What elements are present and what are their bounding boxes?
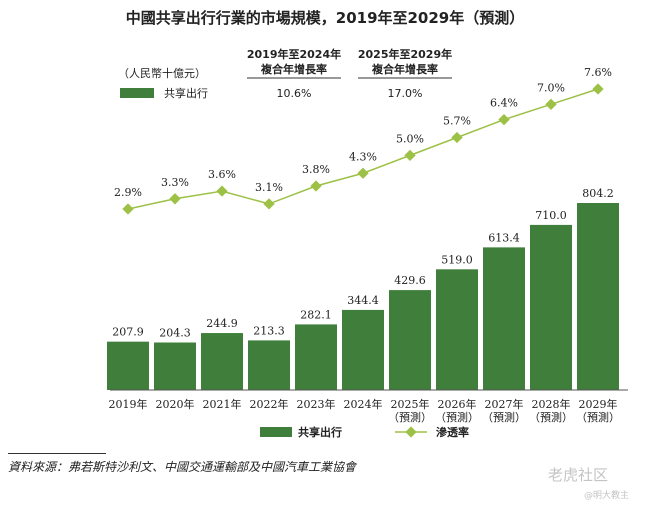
bar-8 (483, 247, 525, 390)
x-tick-3-0: 2022年 (250, 397, 289, 411)
line-point-3 (263, 198, 275, 210)
top-legend-swatch (120, 88, 154, 98)
source-note: 資料來源：弗若斯特沙利文、中國交通運輸部及中國汽車工業協會 (8, 460, 357, 474)
bar-label-2: 244.9 (206, 317, 238, 330)
penetration-line (127, 88, 599, 210)
line-label-2: 3.6% (208, 168, 236, 181)
growth-header-1-line-2: 複合年增長率 (260, 62, 327, 76)
line-point-9 (545, 98, 557, 110)
bar-label-3: 213.3 (253, 324, 285, 337)
bar-label-8: 613.4 (488, 231, 520, 244)
x-tick-9-0: 2028年 (532, 397, 571, 411)
bar-5 (342, 309, 384, 390)
line-label-8: 6.4% (490, 97, 518, 110)
line-label-9: 7.0% (537, 81, 565, 94)
x-axis-tick-labels: 2019年 2020年 2021年 2022年 2023年 2024年 2025年（預測）2… (109, 397, 621, 424)
bottom-legend: 共享出行 滲透率 (260, 425, 469, 439)
x-tick-7-1: （預測） (435, 410, 479, 424)
x-tick-6-1: （預測） (388, 410, 432, 424)
line-label-0: 2.9% (114, 186, 142, 199)
x-tick-8-1: （預測） (482, 410, 526, 424)
bar-0 (107, 341, 149, 390)
line-label-1: 3.3% (161, 176, 189, 189)
bar-7 (436, 269, 478, 390)
legend-swatch-bar (260, 427, 292, 437)
x-tick-5-0: 2024年 (344, 397, 383, 411)
bar-label-6: 429.6 (394, 274, 426, 287)
top-legend-label: 共享出行 (164, 86, 208, 100)
line-label-7: 5.7% (443, 115, 471, 128)
bar-value-labels: 207.9 204.3 244.9 213.3 282.1 344.4 429.6 519.0… (112, 187, 614, 339)
watermark-author: @明大教主 (584, 491, 630, 501)
bar-10 (577, 203, 619, 390)
bar-6 (389, 290, 431, 390)
legend-diamond-marker (405, 426, 417, 438)
bar-2 (201, 333, 243, 390)
growth-value-1: 10.6% (277, 87, 312, 100)
unit-label: （人民幣十億元） (118, 66, 206, 80)
line-value-labels: 2.9% 3.3% 3.6% 3.1% 3.8% 4.3% 5.0% 5.7% 6.4% 7.0%… (114, 66, 612, 199)
line-label-5: 4.3% (349, 150, 377, 163)
line-point-0 (122, 203, 134, 215)
bar-label-0: 207.9 (112, 326, 144, 339)
line-point-6 (404, 149, 416, 162)
growth-header-2-line-2: 複合年增長率 (371, 62, 438, 76)
x-tick-10-1: （預測） (576, 410, 620, 424)
line-point-4 (310, 180, 322, 192)
bar-label-4: 282.1 (300, 308, 332, 321)
x-tick-9-1: （預測） (529, 410, 573, 424)
bar-4 (295, 324, 337, 390)
x-tick-7-0: 2026年 (438, 397, 477, 411)
line-point-8 (498, 113, 510, 126)
growth-header-2-line-1: 2025年至2029年 (358, 47, 452, 61)
source-rule (8, 453, 106, 454)
bar-label-1: 204.3 (159, 326, 191, 339)
line-point-1 (169, 193, 181, 205)
line-point-2 (216, 185, 228, 197)
bar-label-9: 710.0 (535, 209, 567, 222)
bar-3 (248, 340, 290, 390)
legend-label-bar: 共享出行 (298, 425, 342, 439)
x-tick-1-0: 2020年 (156, 397, 195, 411)
line-point-5 (357, 167, 369, 179)
x-tick-8-0: 2027年 (485, 397, 524, 411)
bar-label-5: 344.4 (347, 294, 379, 307)
line-label-10: 7.6% (584, 66, 612, 79)
line-label-3: 3.1% (255, 181, 283, 194)
bar-1 (154, 342, 196, 390)
bar-label-10: 804.2 (582, 187, 614, 200)
line-point-7 (451, 131, 463, 144)
line-label-6: 5.0% (396, 132, 424, 145)
x-tick-0-0: 2019年 (109, 397, 148, 411)
x-tick-6-0: 2025年 (391, 397, 430, 411)
growth-table: 2019年至2024年 複合年增長率 10.6% 2025年至2029年 複合年… (247, 47, 452, 100)
line-series (122, 83, 604, 215)
growth-header-1-line-1: 2019年至2024年 (247, 47, 341, 61)
line-point-10 (592, 83, 604, 95)
line-label-4: 3.8% (302, 163, 330, 176)
chart-title: 中國共享出行行業的市場規模，2019年至2029年（預測） (126, 9, 525, 27)
growth-value-2: 17.0% (388, 87, 423, 100)
x-tick-2-0: 2021年 (203, 397, 242, 411)
x-tick-10-0: 2029年 (579, 397, 618, 411)
bar-9 (530, 224, 572, 390)
watermark-brand: 老虎社区 (548, 466, 609, 484)
legend-label-line: 滲透率 (436, 425, 469, 439)
bar-series (107, 203, 619, 390)
bar-label-7: 519.0 (441, 253, 473, 266)
x-tick-4-0: 2023年 (297, 397, 336, 411)
